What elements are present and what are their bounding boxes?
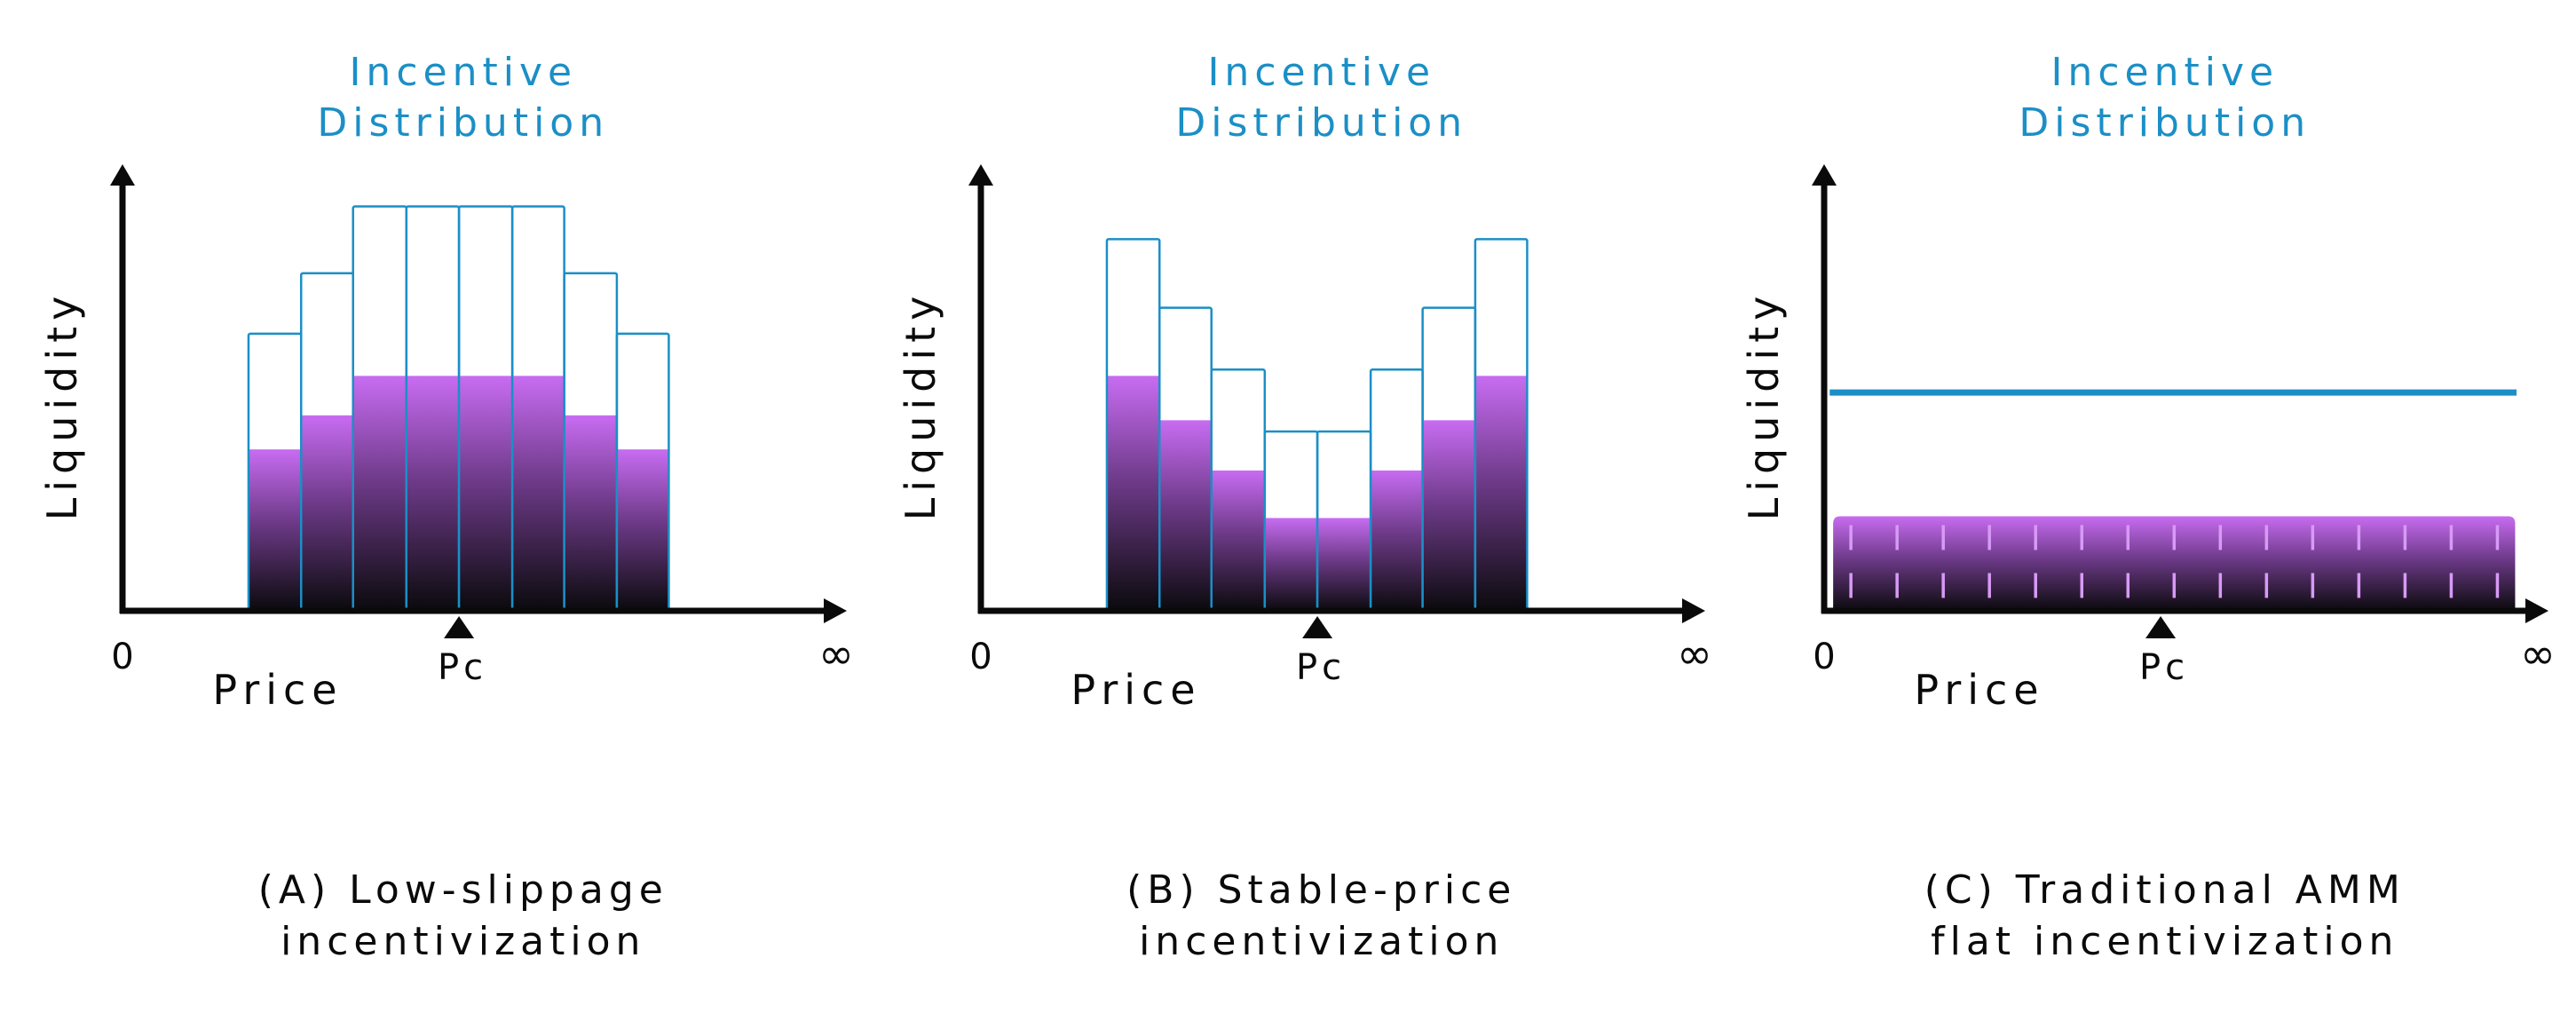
liquidity-bar (1159, 420, 1212, 611)
liquidity-bar (1371, 470, 1423, 611)
bar-6 (1369, 368, 1424, 613)
pc-label: Pc (438, 647, 487, 688)
y-axis-label: Liquidity (1740, 290, 1788, 521)
liquidity-bar (1106, 376, 1160, 611)
bar-8 (615, 332, 670, 613)
liquidity-tick-marks (1849, 525, 2500, 598)
bar-1 (1105, 238, 1161, 613)
caption: (A) Low-slippage incentivization (258, 867, 668, 964)
pc-label: Pc (2139, 647, 2189, 688)
incentive-title-line: Distribution (2019, 100, 2311, 146)
liquidity-bar (248, 449, 302, 611)
caption-line: (A) Low-slippage (258, 867, 668, 913)
x-axis-arrow-icon (2525, 598, 2548, 623)
bar-3 (1210, 368, 1267, 613)
origin-label: 0 (969, 637, 992, 677)
panel-c: Incentive Distribution Liquidity 0 ∞ Price Pc (… (1740, 50, 2556, 964)
bar-5 (457, 205, 514, 613)
caption: (B) Stable-price incentivization (1126, 867, 1516, 964)
y-axis-label: Liquidity (38, 290, 86, 521)
x-axis-label: Price (1071, 666, 1201, 714)
bar-7 (563, 272, 619, 613)
y-axis-arrow-icon (1812, 164, 1837, 186)
caption-line: incentivization (1139, 919, 1504, 964)
bar-8 (1474, 238, 1529, 613)
liquidity-bar (459, 376, 513, 611)
liquidity-bar (1264, 518, 1318, 611)
bar-4 (1263, 430, 1319, 613)
bar-3 (352, 205, 408, 613)
incentive-title: Incentive Distribution (1175, 50, 1467, 146)
y-axis-arrow-icon (968, 164, 993, 186)
x-axis-label: Price (212, 666, 343, 714)
liquidity-bar (1211, 470, 1265, 611)
pc-label: Pc (1296, 647, 1346, 688)
bar-4 (405, 205, 461, 613)
bar-2 (1158, 306, 1213, 613)
bar-1 (247, 332, 303, 613)
liquidity-bar (616, 449, 669, 611)
bar-7 (1421, 306, 1477, 613)
liquidity-bar (564, 415, 617, 611)
bar-6 (510, 205, 565, 613)
pc-marker-icon (1302, 616, 1333, 638)
incentive-title-line: Distribution (317, 100, 609, 146)
incentive-title-line: Distribution (1175, 100, 1467, 146)
liquidity-bar (1474, 376, 1528, 611)
caption: (C) Traditional AMM flat incentivization (1924, 867, 2406, 964)
infinity-label: ∞ (1677, 629, 1712, 679)
incentive-title-line: Incentive (349, 50, 577, 95)
liquidity-bar (1422, 420, 1475, 611)
liquidity-bar (352, 376, 407, 611)
incentive-title: Incentive Distribution (2019, 50, 2311, 146)
infinity-label: ∞ (2520, 629, 2556, 679)
pc-marker-icon (444, 616, 475, 638)
panel-b: Incentive Distribution Liquidity 0 ∞ Price Pc (… (897, 50, 1712, 964)
liquidity-bar (512, 376, 565, 611)
liquidity-bar (301, 415, 353, 611)
liquidity-bar (406, 376, 460, 611)
y-axis-label: Liquidity (897, 290, 944, 521)
bar-5 (1316, 430, 1372, 613)
caption-line: incentivization (281, 919, 645, 964)
panel-a: Incentive Distribution Liquidity 0 ∞ Price Pc (… (38, 50, 854, 964)
liquidity-bar (1317, 518, 1371, 611)
infinity-label: ∞ (818, 629, 854, 679)
y-axis-arrow-icon (110, 164, 135, 186)
origin-label: 0 (111, 637, 133, 677)
liquidity-area (1833, 516, 2516, 611)
x-axis-arrow-icon (1682, 598, 1705, 623)
x-axis-arrow-icon (824, 598, 847, 623)
caption-line: (C) Traditional AMM (1924, 867, 2406, 913)
incentive-title-line: Incentive (1207, 50, 1435, 95)
incentive-title-line: Incentive (2051, 50, 2279, 95)
pc-marker-icon (2145, 616, 2177, 638)
caption-line: flat incentivization (1931, 919, 2398, 964)
bar-2 (299, 272, 354, 613)
origin-label: 0 (1813, 637, 1835, 677)
x-axis-label: Price (1914, 666, 2044, 714)
caption-line: (B) Stable-price (1126, 867, 1516, 913)
incentive-title: Incentive Distribution (317, 50, 609, 146)
